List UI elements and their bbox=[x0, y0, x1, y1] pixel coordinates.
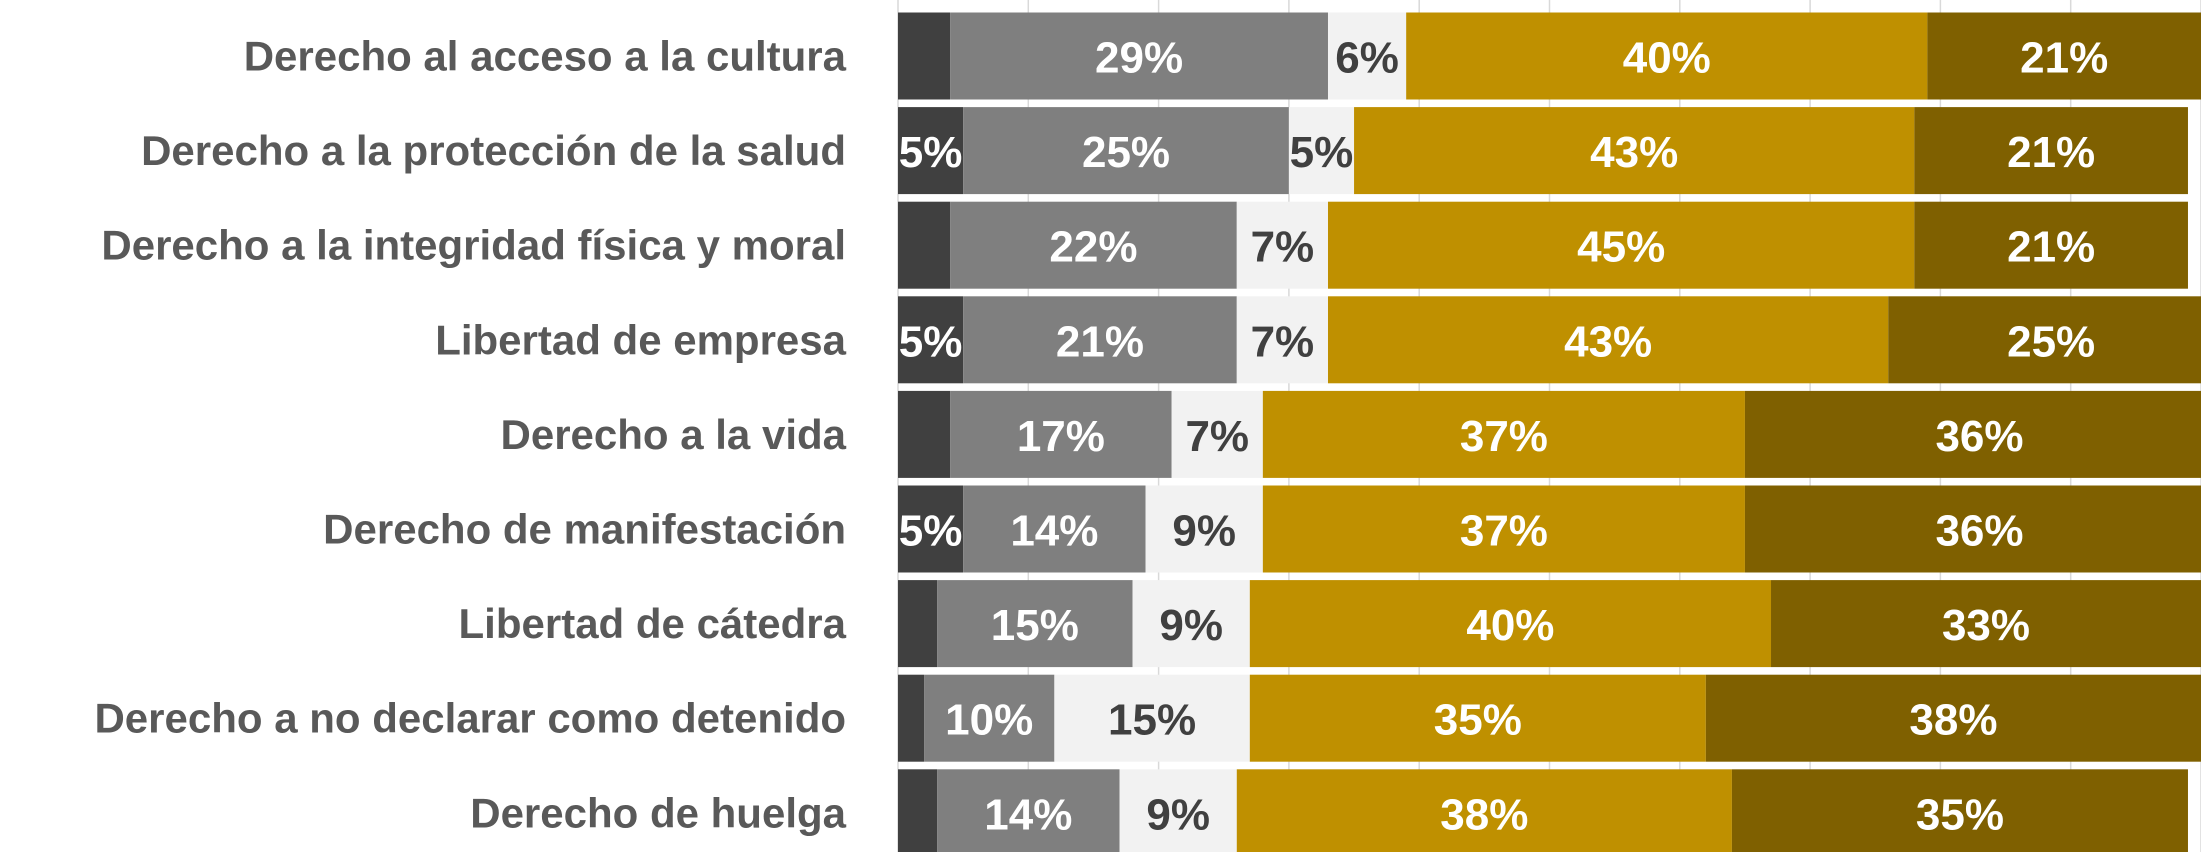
value-label: 15% bbox=[991, 601, 1079, 650]
bar-segment bbox=[1119, 769, 1237, 852]
bar-segment bbox=[1236, 769, 1732, 852]
bar-segment bbox=[1171, 390, 1263, 478]
bar-segment bbox=[898, 769, 938, 852]
value-label: 38% bbox=[1440, 790, 1528, 839]
bar-segment bbox=[1262, 390, 1745, 478]
value-label: 9% bbox=[1159, 601, 1223, 650]
value-label: 43% bbox=[1564, 317, 1652, 366]
value-label: 21% bbox=[1056, 317, 1144, 366]
bar-segment bbox=[1327, 201, 1915, 289]
value-label: 6% bbox=[1335, 34, 1399, 83]
value-label: 43% bbox=[1590, 128, 1678, 177]
bar-segment bbox=[898, 201, 951, 289]
value-label: 7% bbox=[1185, 412, 1249, 461]
bar-segment bbox=[1771, 580, 2201, 668]
bar-segment bbox=[1731, 769, 2188, 852]
value-label: 37% bbox=[1460, 507, 1548, 556]
value-label: 17% bbox=[1017, 412, 1105, 461]
category-label: Libertad de cátedra bbox=[459, 600, 847, 647]
bar-segment bbox=[1249, 674, 1706, 762]
value-label: 35% bbox=[1434, 696, 1522, 745]
value-label: 21% bbox=[2007, 223, 2095, 272]
value-label: 40% bbox=[1623, 34, 1711, 83]
bar-segment bbox=[950, 201, 1237, 289]
category-label: Derecho de huelga bbox=[470, 789, 846, 836]
value-label: 25% bbox=[2007, 317, 2095, 366]
category-label: Derecho a no declarar como detenido bbox=[94, 695, 846, 742]
category-label: Derecho al acceso a la cultura bbox=[244, 33, 847, 80]
bar-segment bbox=[898, 485, 964, 573]
bar-segment bbox=[1262, 485, 1745, 573]
bar-segment bbox=[898, 674, 925, 762]
category-label: Derecho a la integridad física y moral bbox=[101, 222, 846, 269]
bar-segment bbox=[963, 296, 1237, 384]
value-label: 5% bbox=[899, 507, 963, 556]
category-label: Derecho a la protección de la salud bbox=[141, 127, 846, 174]
bar-segment bbox=[924, 674, 1055, 762]
bar-segment bbox=[963, 485, 1146, 573]
bars: 29% 6% 40% 21% 5% 25% 5% 43% 21% 22% 7% 45% 21% 5% 21%… bbox=[898, 12, 2201, 852]
category-label: Derecho a la vida bbox=[501, 411, 847, 458]
bar-segment bbox=[898, 296, 964, 384]
bar-segment bbox=[1705, 674, 2201, 762]
bar-segment bbox=[1327, 296, 1889, 384]
bar-segment bbox=[937, 769, 1120, 852]
bar-segment bbox=[1145, 485, 1263, 573]
bar-segment bbox=[950, 390, 1172, 478]
bar-segment bbox=[898, 580, 938, 668]
bar-segment bbox=[937, 580, 1133, 668]
value-label: 9% bbox=[1172, 507, 1236, 556]
value-label: 33% bbox=[1942, 601, 2030, 650]
value-label: 21% bbox=[2020, 34, 2108, 83]
value-label: 29% bbox=[1095, 34, 1183, 83]
bar-segment bbox=[898, 12, 951, 100]
value-label: 22% bbox=[1049, 223, 1137, 272]
bar-segment bbox=[950, 12, 1328, 100]
bar-segment bbox=[1236, 201, 1328, 289]
bar-segment bbox=[1744, 485, 2201, 573]
value-label: 37% bbox=[1460, 412, 1548, 461]
bar-segment bbox=[1132, 580, 1250, 668]
bar-segment bbox=[1327, 12, 1407, 100]
bar-segment bbox=[1927, 12, 2201, 100]
bar-segment bbox=[1914, 201, 2188, 289]
value-label: 14% bbox=[984, 790, 1072, 839]
value-label: 5% bbox=[1290, 128, 1354, 177]
value-label: 5% bbox=[899, 128, 963, 177]
bar-segment bbox=[1406, 12, 1928, 100]
value-label: 36% bbox=[1935, 507, 2023, 556]
value-label: 7% bbox=[1251, 317, 1315, 366]
value-label: 9% bbox=[1146, 790, 1210, 839]
category-label: Libertad de empresa bbox=[435, 316, 846, 363]
value-label: 21% bbox=[2007, 128, 2095, 177]
bar-segment bbox=[1354, 107, 1915, 195]
value-label: 45% bbox=[1577, 223, 1665, 272]
bar-segment bbox=[1236, 296, 1328, 384]
bar-segment bbox=[1054, 674, 1250, 762]
value-label: 5% bbox=[899, 317, 963, 366]
value-label: 25% bbox=[1082, 128, 1170, 177]
bar-segment bbox=[1888, 296, 2201, 384]
value-label: 36% bbox=[1935, 412, 2023, 461]
value-label: 38% bbox=[1909, 696, 1997, 745]
bar-segment bbox=[898, 390, 951, 478]
bar-segment bbox=[1744, 390, 2201, 478]
bar-segment bbox=[1249, 580, 1772, 668]
bar-segment bbox=[1914, 107, 2188, 195]
category-label: Derecho de manifestación bbox=[323, 506, 846, 553]
value-label: 14% bbox=[1010, 507, 1098, 556]
labels: Derecho al acceso a la cultura Derecho a … bbox=[94, 33, 846, 837]
value-label: 40% bbox=[1466, 601, 1554, 650]
value-label: 7% bbox=[1251, 223, 1315, 272]
bar-segment bbox=[1288, 107, 1355, 195]
bar-segment bbox=[963, 107, 1289, 195]
bar-segment bbox=[898, 107, 964, 195]
value-label: 35% bbox=[1916, 790, 2004, 839]
value-label: 10% bbox=[945, 696, 1033, 745]
value-label: 15% bbox=[1108, 696, 1196, 745]
